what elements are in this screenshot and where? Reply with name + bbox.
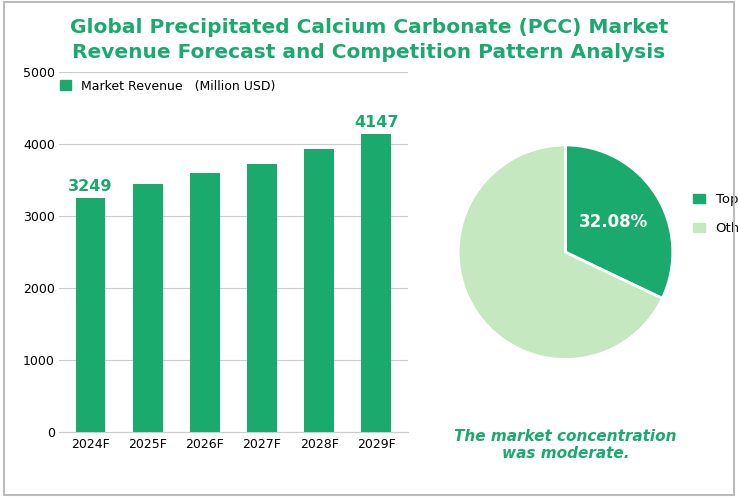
Bar (362, 134, 391, 432)
Text: 4147: 4147 (354, 115, 399, 130)
Bar (304, 149, 334, 432)
Legend: Market Revenue   (Million USD): Market Revenue (Million USD) (58, 79, 277, 94)
Text: Global Precipitated Calcium Carbonate (PCC) Market: Global Precipitated Calcium Carbonate (P… (70, 18, 668, 37)
Text: 32.08%: 32.08% (579, 213, 648, 231)
Text: Market Revenue Forecast: Market Revenue Forecast (77, 463, 296, 479)
Text: Revenue Forecast and Competition Pattern Analysis: Revenue Forecast and Competition Pattern… (72, 43, 666, 62)
Bar (247, 164, 277, 432)
Wedge shape (458, 145, 662, 359)
Wedge shape (565, 145, 673, 298)
Legend: Top3, Others: Top3, Others (692, 192, 738, 237)
Text: Competition Pattern in 2023: Competition Pattern in 2023 (422, 463, 666, 479)
Bar (190, 173, 220, 432)
Text: The market concentration
was moderate.: The market concentration was moderate. (455, 429, 677, 461)
Text: 3249: 3249 (68, 179, 113, 194)
Bar (75, 198, 106, 432)
Bar (133, 184, 162, 432)
